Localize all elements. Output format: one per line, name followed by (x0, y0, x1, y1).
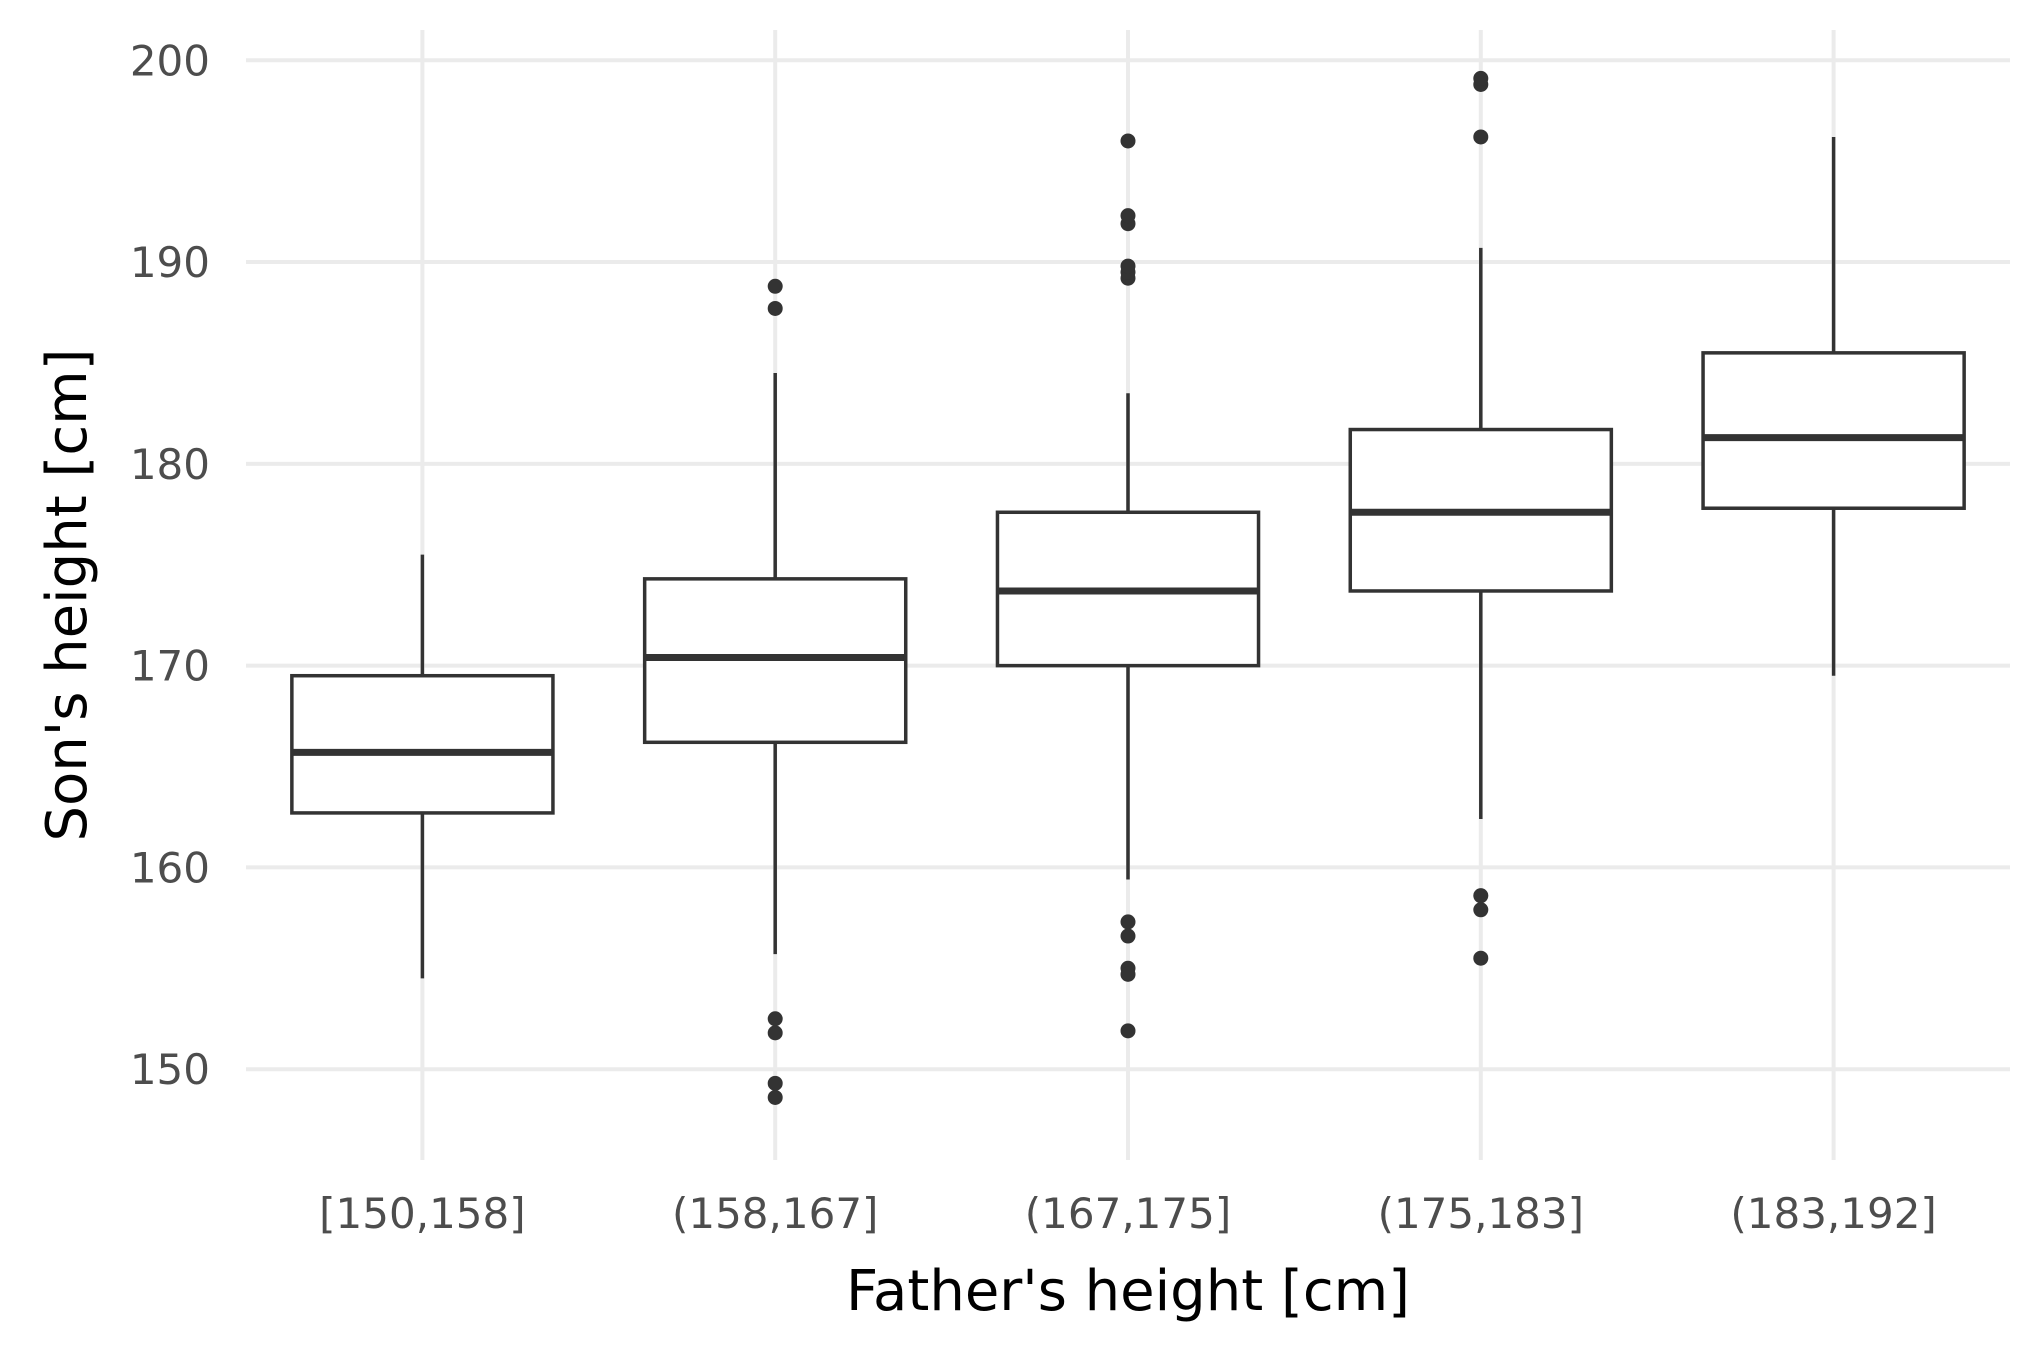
y-tick-label: 180 (130, 440, 210, 489)
outlier-point (1120, 1023, 1136, 1039)
x-tick-label: (175,183] (1378, 1189, 1584, 1238)
outlier-point (767, 1011, 783, 1027)
outlier-point (1473, 888, 1489, 904)
x-tick-label: (158,167] (672, 1189, 878, 1238)
y-tick-label: 160 (130, 843, 210, 892)
outlier-point (1473, 70, 1489, 86)
marks-layer (290, 70, 1966, 1105)
outlier-point (1473, 950, 1489, 966)
outlier-point (1473, 902, 1489, 918)
outlier-point (1120, 133, 1136, 149)
outlier-point (1120, 928, 1136, 944)
x-tick-label: (167,175] (1025, 1189, 1231, 1238)
y-tick-label: 190 (130, 238, 210, 287)
outlier-point (767, 1025, 783, 1041)
y-tick-label: 170 (130, 642, 210, 691)
iqr-box (1701, 351, 1966, 510)
box-group (995, 133, 1261, 1039)
box-group (290, 554, 555, 979)
outlier-point (767, 1075, 783, 1091)
outlier-point (767, 1089, 783, 1105)
outlier-point (1120, 208, 1136, 224)
x-axis-title: Father's height [cm] (846, 1259, 1410, 1324)
ticks-layer: 150 160 170 180 190 200 [150,158] (158,167] (167… (130, 36, 1937, 1238)
outlier-point (1120, 966, 1136, 982)
iqr-box (290, 673, 555, 815)
box-group (1701, 136, 1966, 676)
outlier-point (1120, 914, 1136, 930)
outlier-point (767, 300, 783, 316)
outlier-point (1120, 258, 1136, 274)
outlier-point (1473, 129, 1489, 145)
outlier-point (767, 278, 783, 294)
box-group (1348, 70, 1614, 966)
y-tick-label: 150 (130, 1045, 210, 1094)
y-axis-title: Son's height [cm] (35, 348, 100, 841)
x-tick-label: [150,158] (319, 1189, 525, 1238)
y-tick-label: 200 (130, 36, 210, 85)
box-group (642, 278, 908, 1105)
x-tick-label: (183,192] (1730, 1189, 1936, 1238)
